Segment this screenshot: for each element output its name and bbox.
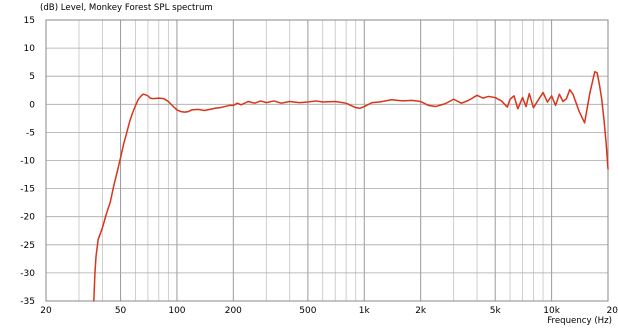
y-tick-label: -5: [26, 128, 35, 138]
x-tick-label: 1k: [359, 306, 371, 316]
y-tick-label: -10: [20, 157, 35, 167]
x-tick-label: 10k: [543, 306, 560, 316]
y-tick-label: -15: [20, 185, 35, 195]
x-axis-label: Frequency (Hz): [547, 316, 612, 326]
x-tick-label: 100: [168, 306, 185, 316]
x-tick-label: 5k: [490, 306, 502, 316]
x-tick-label: 20: [40, 306, 52, 316]
y-axis-tick-labels: 15 10 5 0 -5 -10 -15 -20 -25 -30 -35: [20, 16, 35, 307]
y-tick-label: 15: [24, 16, 35, 26]
y-tick-label: -30: [20, 269, 35, 279]
x-tick-label: 500: [299, 306, 316, 316]
y-tick-label: -25: [20, 241, 35, 251]
y-tick-label: 5: [29, 72, 35, 82]
x-tick-label: 20: [607, 306, 618, 316]
y-tick-label: -20: [20, 213, 35, 223]
x-tick-label: 200: [225, 306, 242, 316]
y-tick-label: -35: [20, 297, 35, 307]
spl-level-curve: [93, 70, 609, 302]
x-axis-tick-labels: 20 50 100 200 500 1k 2k 5k 10k 20: [40, 306, 618, 316]
x-tick-label: 2k: [415, 306, 427, 316]
y-tick-label: 10: [24, 44, 36, 54]
y-tick-label: 0: [29, 100, 35, 110]
chart-title: (dB) Level, Monkey Forest SPL spectrum: [40, 3, 213, 13]
x-tick-label: 50: [115, 306, 127, 316]
